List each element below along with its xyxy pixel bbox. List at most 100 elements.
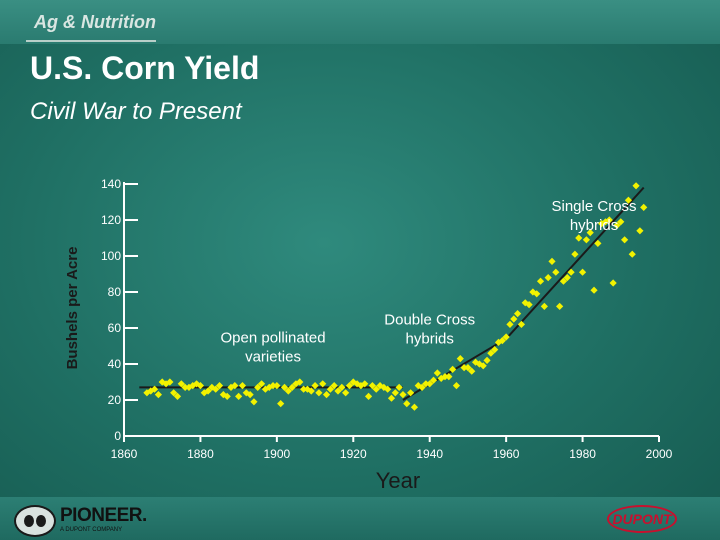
data-point	[575, 234, 583, 242]
data-point	[445, 373, 453, 381]
data-point	[426, 380, 434, 388]
data-point	[387, 394, 396, 402]
data-point	[208, 383, 216, 391]
data-point	[273, 382, 281, 390]
data-point	[605, 216, 613, 224]
data-point	[460, 364, 468, 372]
data-point	[536, 277, 545, 285]
page-subtitle: Civil War to Present	[30, 98, 242, 125]
data-point	[498, 337, 506, 345]
x-tick-label: 1900	[264, 447, 291, 461]
data-point	[578, 268, 587, 276]
y-tick-label: 40	[108, 357, 122, 371]
x-tick-label: 1940	[416, 447, 443, 461]
data-point	[215, 382, 224, 390]
data-point	[582, 236, 590, 244]
data-point	[399, 391, 407, 399]
data-point	[326, 385, 334, 393]
data-point	[407, 389, 415, 397]
data-point	[166, 378, 174, 386]
data-point	[544, 274, 552, 282]
data-point	[452, 382, 461, 390]
data-point	[330, 382, 338, 390]
x-axis-title: Year	[376, 468, 420, 493]
data-point	[441, 373, 449, 381]
data-point	[548, 257, 556, 265]
data-point	[150, 385, 159, 393]
data-point	[204, 387, 212, 395]
data-point	[502, 333, 510, 341]
data-point	[621, 236, 629, 244]
data-point	[269, 382, 277, 390]
annotation-label: Double Cross	[384, 311, 475, 328]
dupont-logo: DUPONT	[607, 505, 677, 533]
data-point	[212, 385, 220, 393]
trend-lines	[139, 186, 645, 401]
data-point	[189, 382, 197, 390]
pioneer-icon	[14, 505, 56, 537]
chart-axes: 0 20 40 60 80 100 120 140 1860 1880 1900 1920 1940 19…	[101, 177, 673, 461]
data-point	[345, 382, 354, 390]
data-point	[449, 365, 457, 373]
data-points	[143, 182, 648, 411]
header-strip	[0, 0, 720, 44]
data-point	[552, 268, 560, 276]
data-point	[422, 380, 430, 388]
data-point	[609, 279, 617, 287]
data-point	[514, 310, 522, 318]
data-point	[586, 229, 594, 237]
data-point	[242, 389, 250, 397]
data-point	[483, 356, 491, 364]
data-point	[521, 299, 529, 307]
data-point	[227, 383, 235, 391]
data-point	[384, 385, 392, 393]
x-tick-label: 1960	[493, 447, 520, 461]
data-point	[464, 364, 472, 372]
single-cross-trend	[505, 186, 645, 340]
data-point	[510, 315, 518, 323]
x-tick-label: 1880	[187, 447, 214, 461]
y-axis-title: Bushels per Acre	[64, 247, 81, 370]
data-point	[177, 380, 185, 388]
x-tick-label: 2000	[646, 447, 673, 461]
data-point	[223, 392, 231, 400]
x-tick-label: 1980	[569, 447, 596, 461]
data-point	[433, 369, 441, 377]
data-point	[395, 383, 403, 391]
data-point	[338, 383, 346, 391]
data-point	[517, 320, 526, 328]
data-point	[487, 349, 495, 357]
data-point	[257, 380, 266, 388]
data-point	[632, 182, 640, 190]
data-point	[342, 389, 350, 397]
data-point	[235, 392, 243, 400]
data-point	[219, 391, 227, 399]
data-point	[628, 250, 636, 258]
data-point	[303, 385, 312, 393]
data-point	[307, 387, 315, 395]
data-point	[594, 239, 602, 247]
data-point	[636, 227, 644, 235]
data-point	[567, 268, 575, 276]
data-point	[231, 382, 239, 390]
data-point	[403, 400, 411, 408]
section-label: Ag & Nutrition	[34, 12, 156, 32]
annotation-label: varieties	[245, 348, 301, 365]
data-point	[506, 320, 514, 328]
data-point	[170, 389, 178, 397]
data-point	[563, 274, 571, 282]
data-point	[296, 378, 304, 386]
y-tick-label: 0	[114, 429, 121, 443]
y-tick-label: 100	[101, 249, 121, 263]
data-point	[254, 383, 262, 391]
annotation-label: Open pollinated	[220, 329, 325, 346]
data-point	[322, 391, 331, 399]
data-point	[353, 380, 361, 388]
data-point	[280, 383, 289, 391]
annotation-label: hybrids	[570, 217, 618, 234]
y-tick-label: 80	[108, 285, 122, 299]
data-point	[250, 398, 258, 406]
data-point	[525, 301, 533, 309]
page-title: U.S. Corn Yield	[30, 50, 260, 86]
